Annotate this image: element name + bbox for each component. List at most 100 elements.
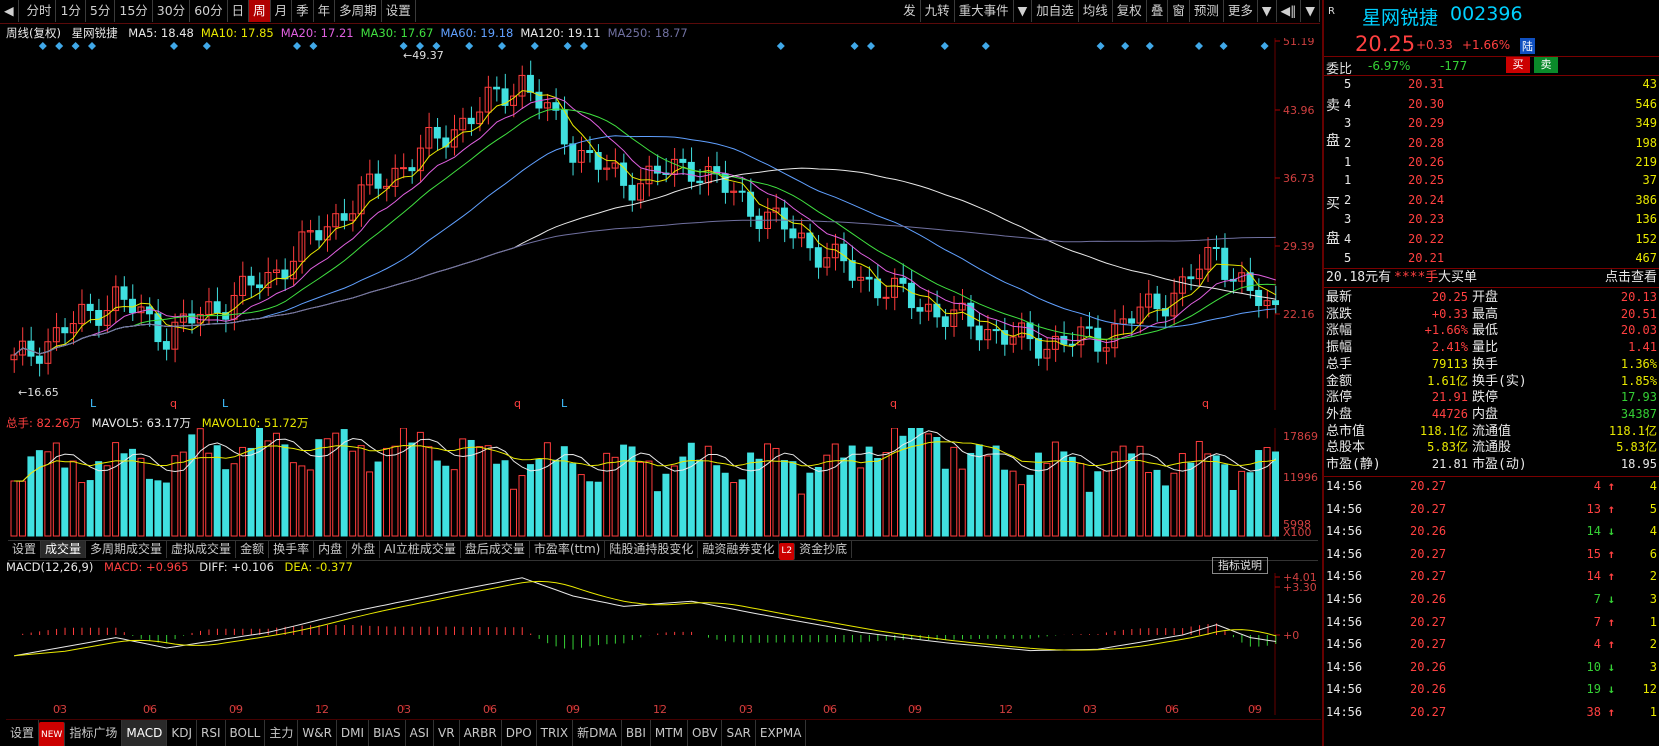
bottom-tab-6[interactable]: BOLL — [226, 720, 266, 746]
indicator-tab-13[interactable]: L2 — [779, 543, 796, 560]
period-tab-2[interactable]: 5分 — [86, 0, 116, 22]
indicator-explain-button[interactable]: 指标说明 — [1212, 557, 1268, 574]
indicator-tab-2[interactable]: 多周期成交量 — [86, 541, 168, 558]
toolbar-arrow-1[interactable]: ▼ — [1301, 0, 1320, 22]
signal-diamond — [465, 42, 474, 50]
bottom-marker: q — [170, 397, 177, 410]
candle-body — [1018, 322, 1025, 338]
toolbar-action-11[interactable]: ▼ — [1258, 0, 1277, 22]
bottom-tab-4[interactable]: KDJ — [167, 720, 197, 746]
bottom-tab-17[interactable]: BBI — [622, 720, 651, 746]
period-tab-6[interactable]: 日 — [228, 0, 250, 22]
x-axis-tick: 09 — [229, 703, 243, 715]
indicator-tab-7[interactable]: 外盘 — [347, 541, 381, 558]
bottom-tab-1[interactable]: NEW — [39, 722, 66, 746]
candle-body — [315, 230, 323, 241]
period-tab-12[interactable]: 设置 — [382, 0, 416, 22]
indicator-tab-11[interactable]: 陆股通持股变化 — [605, 541, 699, 558]
period-tab-10[interactable]: 年 — [314, 0, 336, 22]
candle-body — [687, 161, 695, 182]
period-tab-5[interactable]: 60分 — [190, 0, 228, 22]
indicator-tab-4[interactable]: 金额 — [236, 541, 270, 558]
volume-bar — [374, 461, 382, 537]
indicator-tab-3[interactable]: 虚拟成交量 — [167, 541, 237, 558]
indicator-tab-9[interactable]: 盘后成交量 — [461, 541, 530, 558]
buy-button[interactable]: 买 — [1506, 57, 1530, 73]
bottom-tab-11[interactable]: ASI — [406, 720, 435, 746]
bottom-tab-12[interactable]: VR — [434, 720, 460, 746]
indicator-tab-12[interactable]: 融资融券变化 — [698, 541, 780, 558]
toolbar-action-6[interactable]: 复权 — [1113, 0, 1147, 22]
period-tab-8[interactable]: 月 — [271, 0, 293, 22]
bottom-tab-18[interactable]: MTM — [651, 720, 688, 746]
tick-price: 20.27 — [1410, 705, 1447, 719]
indicator-tab-5[interactable]: 换手率 — [269, 541, 315, 558]
period-tab-3[interactable]: 15分 — [115, 0, 153, 22]
indicator-tab-0[interactable]: 设置 — [8, 541, 42, 558]
period-tab-9[interactable]: 季 — [292, 0, 314, 22]
bottom-tab-21[interactable]: EXPMA — [756, 720, 807, 746]
toolbar-action-1[interactable]: 九转 — [921, 0, 955, 22]
bottom-tab-10[interactable]: BIAS — [369, 720, 406, 746]
toolbar-action-3[interactable]: ▼ — [1014, 0, 1033, 22]
volume-bar — [366, 471, 374, 537]
bottom-tab-19[interactable]: OBV — [688, 720, 723, 746]
indicator-tab-1[interactable]: 成交量 — [41, 541, 87, 558]
mavol5-label: MAVOL5: 63.17万 — [91, 416, 192, 430]
big-order-row[interactable]: 20.18元有 ****手 大买单 点击查看 — [1324, 269, 1659, 286]
bottom-tab-9[interactable]: DMI — [337, 720, 370, 746]
bottom-tab-3[interactable]: MACD — [122, 720, 168, 746]
toolbar-action-0[interactable]: 发 — [899, 0, 921, 22]
period-tab-0[interactable]: 分时 — [22, 0, 57, 22]
candle-body — [179, 313, 187, 323]
bottom-tab-7[interactable]: 主力 — [265, 720, 299, 746]
volume-bar — [882, 452, 890, 537]
bottom-tab-13[interactable]: ARBR — [460, 720, 502, 746]
toolbar-action-8[interactable]: 窗 — [1168, 0, 1190, 22]
toolbar-arrow-0[interactable]: ◀‖ — [1277, 0, 1302, 22]
bottom-tab-15[interactable]: TRIX — [537, 720, 574, 746]
indicator-tab-10[interactable]: 市盈率(ttm) — [530, 541, 606, 558]
tick-price: 20.27 — [1410, 501, 1447, 516]
period-tab-7[interactable]: 周 — [249, 0, 271, 22]
price-candlestick-chart[interactable]: 51.19 43.96 36.73 29.39 22.16 ←49.37 ←16.65 L q L… — [0, 38, 1320, 410]
period-tab-4[interactable]: 30分 — [153, 0, 191, 22]
bottom-tab-0[interactable]: 设置 — [6, 720, 40, 746]
volume-bar — [984, 455, 992, 537]
toolbar-action-4[interactable]: 加自选 — [1032, 0, 1079, 22]
signal-diamond — [293, 42, 301, 50]
tick-time: 14:56 — [1326, 479, 1363, 493]
volume-bar — [611, 456, 619, 537]
macd-chart[interactable]: +4.01+3.30 +0 03 06 09 12 03 06 09 12 03 06 09 12 03 06… — [0, 573, 1320, 715]
bottom-tab-5[interactable]: RSI — [197, 720, 226, 746]
candle-body — [323, 226, 331, 241]
toolbar-action-7[interactable]: 叠 — [1147, 0, 1169, 22]
bottom-tab-2[interactable]: 指标广场 — [65, 720, 123, 746]
macd-legend: MACD(12,26,9) MACD: +0.965 DIFF: +0.106 … — [6, 560, 360, 574]
collapse-left-arrow[interactable]: ◀ — [0, 0, 19, 22]
volume-bar — [831, 443, 839, 537]
toolbar-action-5[interactable]: 均线 — [1079, 0, 1113, 22]
bottom-tab-20[interactable]: SAR — [722, 720, 756, 746]
volume-bar — [129, 448, 137, 537]
big-order-view-link[interactable]: 点击查看 — [1604, 270, 1657, 285]
volume-bar — [332, 432, 340, 537]
toolbar-action-2[interactable]: 重大事件 — [955, 0, 1014, 22]
bottom-tab-16[interactable]: 新DMA — [573, 720, 622, 746]
stat-label: 市盈(静) — [1326, 457, 1381, 472]
indicator-tab-6[interactable]: 内盘 — [314, 541, 348, 558]
toolbar-action-10[interactable]: 更多 — [1224, 0, 1258, 22]
sell-button[interactable]: 卖 — [1534, 57, 1558, 73]
bottom-tab-14[interactable]: DPO — [502, 720, 537, 746]
indicator-tab-14[interactable]: 资金抄底 — [795, 541, 853, 558]
indicator-tab-8[interactable]: AI立桩成交量 — [380, 541, 461, 558]
candle-body — [1009, 336, 1017, 345]
period-tab-11[interactable]: 多周期 — [335, 0, 382, 22]
tick-extra: 2 — [1649, 569, 1657, 584]
period-tab-1[interactable]: 1分 — [56, 0, 86, 22]
quote-panel: R 星网锐捷 002396 20.25 +0.33 +1.66% 陆 委比 -6… — [1322, 0, 1659, 746]
toolbar-action-9[interactable]: 预测 — [1190, 0, 1224, 22]
stat-value: 5.83亿 — [1616, 440, 1657, 455]
bottom-tab-8[interactable]: W&R — [298, 720, 337, 746]
